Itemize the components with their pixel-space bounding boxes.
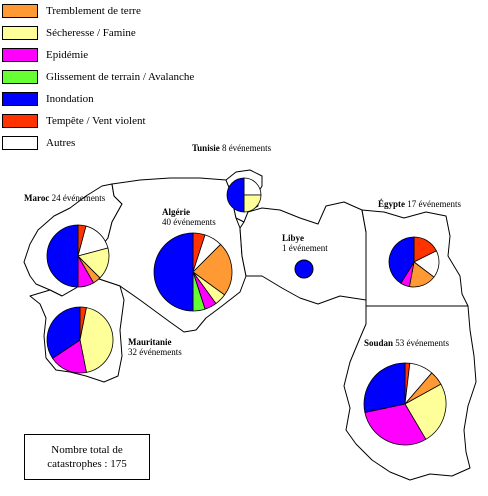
legend-label: Inondation (46, 93, 94, 105)
pie-algerie (153, 232, 233, 312)
pie-slice (226, 177, 245, 213)
country-name: Mauritanie (128, 337, 172, 347)
pie-egypte (388, 236, 440, 288)
country-name: Algérie (162, 207, 190, 217)
country-label-mauritanie: Mauritanie 32 événements (128, 337, 182, 357)
pie-slice (46, 306, 81, 359)
country-name: Libye (282, 233, 305, 243)
legend-swatch (2, 70, 38, 84)
country-label-soudan: Soudan 53 événements (364, 338, 449, 348)
pie-maroc (46, 224, 110, 288)
country-label-algerie: Algérie 40 événements (162, 207, 216, 227)
pie-slice (192, 243, 233, 296)
pie-slice (52, 339, 87, 374)
pie-soudan (363, 362, 447, 446)
country-events: 40 événements (162, 217, 216, 227)
country-events: 8 événements (221, 143, 272, 153)
pie-slice (46, 224, 79, 288)
legend-swatch (2, 114, 38, 128)
pie-slice (79, 307, 114, 373)
country-events: 17 événements (407, 199, 461, 209)
legend-label: Tempête / Vent violent (46, 115, 146, 127)
legend-swatch (2, 48, 38, 62)
country-events: 53 événements (395, 338, 450, 348)
country-label-maroc: Maroc 24 événements (24, 193, 105, 203)
country-events: 1 événement (282, 243, 328, 253)
total-disasters-box: Nombre total de catastrophes : 175 (24, 434, 150, 480)
country-name: Tunisie (192, 143, 220, 153)
legend-swatch (2, 136, 38, 150)
legend-label: Tremblement de terre (46, 5, 141, 17)
legend-label: Autres (46, 137, 76, 149)
legend-label: Glissement de terrain / Avalanche (46, 71, 195, 83)
legend-label: Epidémie (46, 49, 89, 61)
country-label-tunisie: Tunisie 8 événements (192, 143, 271, 153)
pie-slice (363, 362, 406, 413)
total-line-1: Nombre total de (51, 444, 123, 456)
total-line-2: catastrophes : 175 (47, 458, 127, 470)
pie-tunisie (226, 177, 262, 213)
pie-slice (153, 232, 194, 312)
legend-swatch (2, 92, 38, 106)
pie-mauritanie (46, 306, 114, 374)
pie-slice (388, 236, 415, 284)
country-name: Maroc (24, 193, 50, 203)
pie-libye (294, 259, 314, 279)
country-events: 24 événements (51, 193, 106, 203)
pie-slice (404, 383, 447, 440)
country-shape-libye (239, 201, 367, 305)
legend-label: Sécheresse / Famine (46, 27, 136, 39)
country-name: Soudan (364, 338, 394, 348)
country-events: 32 événements (128, 347, 182, 357)
legend-swatch (2, 4, 38, 18)
country-name: Égypte (378, 199, 405, 209)
legend-swatch (2, 26, 38, 40)
country-label-egypte: Égypte 17 événements (378, 199, 461, 209)
pie-slice (294, 259, 314, 279)
pie-slice (364, 403, 427, 446)
country-label-libye: Libye 1 événement (282, 233, 328, 253)
